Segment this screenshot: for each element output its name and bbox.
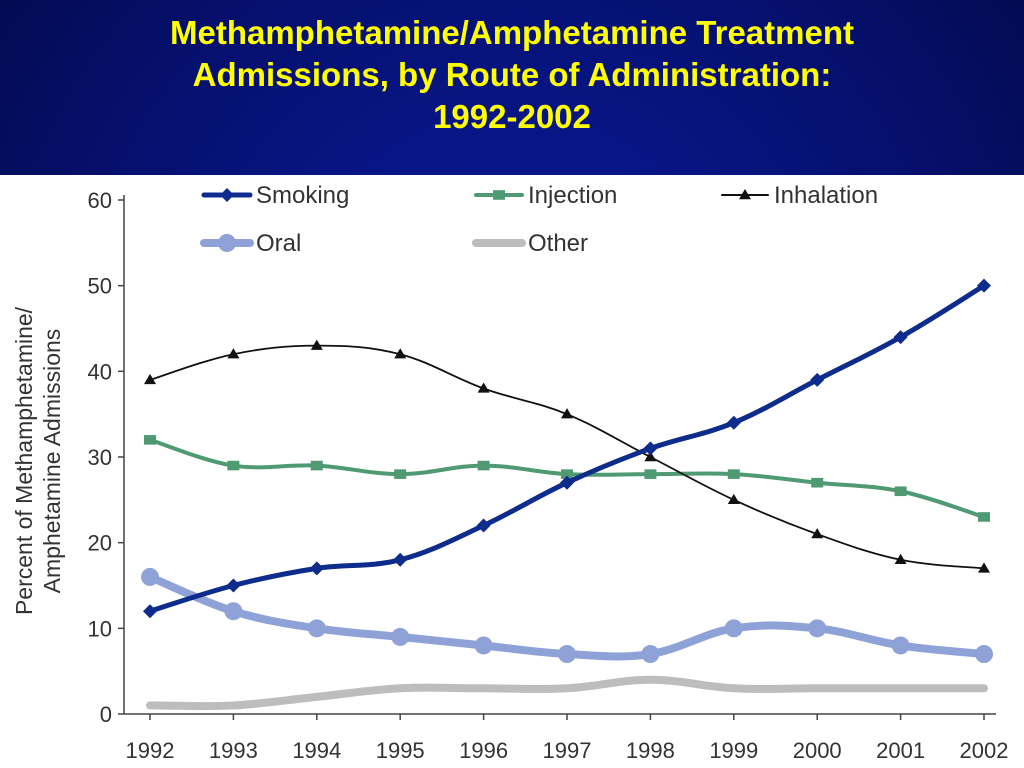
data-point-inhalation [561,408,573,419]
data-point-inhalation [394,348,407,359]
legend-marker-inhalation [739,189,751,200]
data-point-oral [224,602,243,621]
data-point-smoking [977,278,991,293]
data-point-injection [227,460,240,471]
y-tick-label: 0 [100,702,112,727]
legend-label-smoking: Smoking [256,182,349,209]
data-point-injection [811,477,824,488]
data-point-injection [644,469,657,479]
data-point-injection [894,486,907,497]
y-tick-label: 10 [88,616,112,641]
x-tick-label: 2002 [960,738,1009,763]
data-point-oral [558,645,576,664]
data-point-injection [978,512,990,522]
slide-title-line-2: Admissions, by Route of Administration: [192,56,832,93]
data-point-oral [724,619,743,638]
slide-title-line-3: 1992-2002 [433,98,591,135]
y-tick-label: 50 [88,274,112,299]
legend-label-oral: Oral [256,230,301,257]
x-tick-label: 2001 [876,738,925,763]
data-point-injection [394,469,407,479]
y-axis-title-line: Percent of Methamphetamine/ [11,306,37,615]
data-point-inhalation [644,451,657,462]
x-tick-label: 1993 [209,738,258,763]
legend-marker-injection [493,190,505,200]
data-point-oral [808,619,827,638]
y-tick-label: 60 [88,188,112,213]
data-point-inhalation [227,348,240,359]
data-point-smoking [476,518,491,533]
series-line-oral [146,572,988,661]
data-point-oral [141,567,159,586]
legend-label-other: Other [528,230,588,257]
data-point-smoking [309,561,324,576]
y-tick-label: 20 [88,531,112,556]
data-point-oral [307,619,326,638]
data-point-smoking [393,552,408,567]
data-point-smoking [726,415,741,430]
legend-marker-smoking [220,188,234,202]
y-axis-title-line: Amphetamine Admissions [39,329,65,594]
data-point-inhalation [811,528,824,539]
legend-label-injection: Injection [528,182,617,209]
data-point-inhalation [310,339,323,350]
series-line-inhalation [149,344,985,570]
data-point-inhalation [727,493,740,505]
x-tick-label: 1995 [376,738,425,763]
data-point-injection [477,460,490,471]
data-point-oral [891,636,910,655]
data-point-inhalation [894,553,907,564]
x-tick-label: 1994 [292,738,341,763]
legend-marker-oral [218,234,236,252]
line-chart: 0 10 20 30 40 50 60 1992 1993 1994 1995 1996 1997 199… [11,182,1009,763]
data-point-oral [391,627,410,646]
series-line-smoking [147,283,987,614]
legend-label-inhalation: Inhalation [774,182,878,209]
data-point-smoking [810,372,825,387]
data-point-injection [561,469,573,479]
x-tick-label: 1999 [709,738,758,763]
slide-title-line-1: Methamphetamine/Amphetamine Treatment [170,14,854,51]
x-tick-label: 1998 [626,738,675,763]
y-tick-label: 40 [88,359,112,384]
y-tick-label: 30 [88,445,112,470]
data-point-inhalation [978,562,990,573]
data-point-injection [144,435,156,445]
data-point-smoking [893,330,908,345]
data-point-oral [474,636,493,655]
data-point-smoking [643,441,658,456]
data-point-oral [975,645,993,664]
data-point-injection [727,469,740,479]
series-line-other [146,675,988,711]
x-tick-label: 2000 [793,738,842,763]
chart-panel: 0 10 20 30 40 50 60 1992 1993 1994 1995 1996 1997 199… [0,175,1024,768]
data-point-oral [641,645,660,664]
data-point-inhalation [477,382,490,393]
slide-title: Methamphetamine/Amphetamine Treatment Ad… [0,12,1024,138]
data-point-smoking [560,475,574,490]
x-tick-label: 1997 [543,738,592,763]
x-tick-label: 1996 [459,738,508,763]
x-tick-label: 1992 [126,738,175,763]
data-point-injection [310,460,323,471]
data-point-smoking [226,578,241,593]
data-point-smoking [143,604,157,619]
data-point-inhalation [144,373,156,385]
